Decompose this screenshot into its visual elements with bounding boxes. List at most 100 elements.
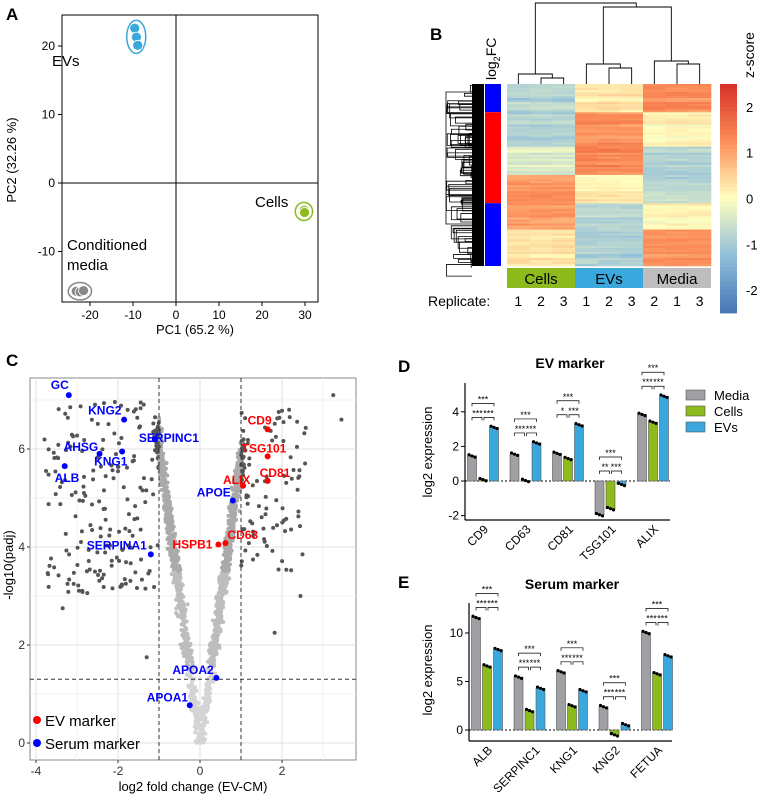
heatmap-cell <box>620 257 644 261</box>
heatmap-cell <box>643 128 666 131</box>
heatmap-cell <box>529 148 553 152</box>
colorbar-segment <box>720 133 737 138</box>
volcano-point <box>162 482 167 487</box>
volcano-point <box>239 563 244 568</box>
heatmap-cell <box>507 205 530 208</box>
heatmap-cell <box>552 223 576 226</box>
pca-xtick-label: 30 <box>298 308 312 322</box>
heatmap-cell <box>620 98 644 101</box>
ev-replicate-dot <box>569 458 573 462</box>
heatmap-cell <box>597 201 621 204</box>
heatmap-cell <box>643 215 666 218</box>
serum-replicate-dot <box>519 676 524 680</box>
colorbar-segment <box>720 282 737 287</box>
heatmap-cell <box>620 118 644 121</box>
row-dendrogram-branch <box>446 264 472 277</box>
volcano-point <box>274 498 279 503</box>
ev-replicate-dot <box>523 478 528 483</box>
heatmap-cell <box>665 177 689 180</box>
heatmap-cell <box>507 114 530 117</box>
heatmap-cell <box>507 215 530 218</box>
serum-bar <box>663 655 673 731</box>
serum-ytick-label: 5 <box>456 675 463 689</box>
row-dendrogram-branch <box>450 206 472 221</box>
colorbar-segment <box>720 171 737 176</box>
heatmap-cell <box>575 168 598 172</box>
heatmap-cell <box>643 209 666 212</box>
heatmap-cell <box>507 100 530 103</box>
row-dendrogram-branch <box>453 254 472 259</box>
volcano-point <box>46 502 51 507</box>
heatmap-cell <box>575 108 598 111</box>
serum-significance-label: *** <box>567 639 578 649</box>
heatmap-cell <box>529 122 553 125</box>
heatmap-cell <box>665 104 689 107</box>
volcano-point <box>110 468 115 473</box>
heatmap-cell <box>552 201 576 204</box>
volcano-point <box>159 466 164 471</box>
volcano-point <box>128 578 133 583</box>
heatmap-cell <box>665 187 689 190</box>
serum-replicate-dot <box>609 732 614 736</box>
heatmap-cell <box>643 259 666 263</box>
heatmap-cell <box>620 90 644 93</box>
heatmap-cell <box>665 253 689 257</box>
volcano-point <box>53 492 58 497</box>
heatmap-cell <box>575 170 598 174</box>
heatmap-cell <box>507 239 530 243</box>
serum-replicate-dot <box>669 655 673 659</box>
serum-replicate-dot <box>644 630 648 635</box>
heatmap-cell <box>507 136 530 139</box>
heatmap-cell <box>507 124 530 127</box>
heatmap-cell <box>575 146 598 150</box>
volcano-point-label: APOA2 <box>172 663 214 677</box>
heatmap-cell <box>665 124 689 127</box>
volcano-point <box>128 561 133 566</box>
volcano-point <box>178 596 183 601</box>
heatmap-cell <box>688 128 712 131</box>
heatmap-cell <box>688 241 712 245</box>
heatmap-cell <box>643 104 666 107</box>
serum-bar <box>641 632 651 731</box>
heatmap-cell <box>643 112 666 115</box>
colorbar-segment <box>720 248 737 253</box>
heatmap-cell <box>688 100 712 103</box>
ev-replicate-dot <box>534 441 539 445</box>
heatmap-cell <box>552 168 576 172</box>
heatmap-cell <box>620 132 644 135</box>
colorbar-segment <box>720 251 737 257</box>
heatmap-cell <box>597 209 621 212</box>
panel-label-c: C <box>6 351 18 370</box>
volcano-point <box>119 582 124 587</box>
heatmap-cell <box>552 191 576 194</box>
heatmap-cell <box>688 114 712 117</box>
volcano-point <box>209 674 214 679</box>
volcano-point <box>185 655 190 660</box>
legend-label: EV marker <box>45 713 116 730</box>
heatmap-cell <box>529 152 553 156</box>
heatmap-cell <box>597 92 621 95</box>
heatmap-cell <box>597 120 621 123</box>
colorbar-segment <box>720 99 737 104</box>
volcano-point <box>95 550 100 555</box>
serum-replicate-dot <box>482 663 486 667</box>
heatmap-cell <box>507 199 530 202</box>
heatmap-cell <box>552 255 576 259</box>
volcano-point <box>97 578 102 583</box>
heatmap-cell <box>552 227 576 230</box>
heatmap-cell <box>597 177 621 180</box>
heatmap-cell <box>575 120 598 123</box>
heatmap-cell <box>597 239 621 243</box>
colorbar-segment <box>720 309 737 314</box>
heatmap-cell <box>688 140 712 143</box>
volcano-point-label: CD9 <box>248 413 272 427</box>
heatmap-cell <box>665 205 689 208</box>
heatmap-cell <box>620 138 644 141</box>
heatmap-cell <box>688 201 712 204</box>
legend-label: Serum marker <box>45 736 140 753</box>
volcano-point <box>163 500 168 505</box>
volcano-point <box>247 462 252 467</box>
heatmap-cell <box>688 102 712 105</box>
heatmap-cell <box>529 124 553 127</box>
serum-significance-bracket <box>475 607 487 611</box>
